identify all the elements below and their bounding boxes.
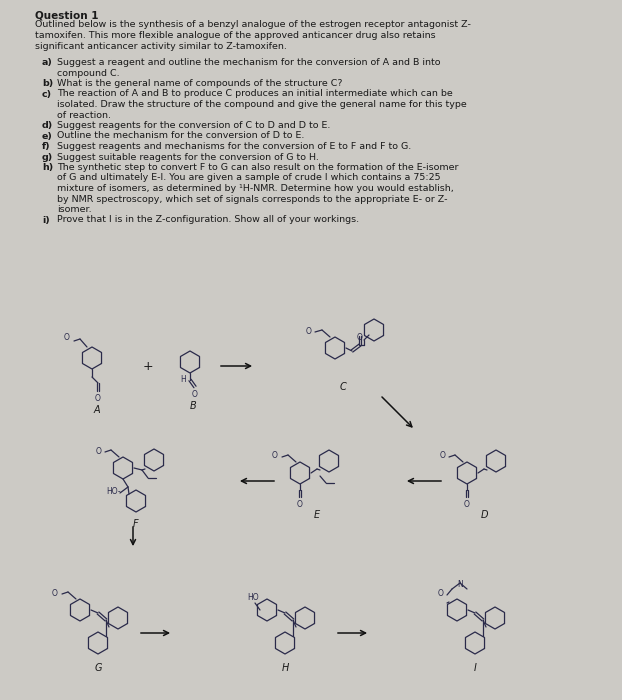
Text: O: O [464, 500, 470, 509]
Text: O: O [357, 333, 363, 342]
Text: H: H [180, 374, 186, 384]
Text: g): g) [42, 153, 53, 162]
Text: i): i) [42, 216, 50, 225]
Text: HO-: HO- [106, 486, 121, 496]
Text: O: O [305, 326, 311, 335]
Text: isomer.: isomer. [57, 205, 91, 214]
Text: Suggest reagents and mechanisms for the conversion of E to F and F to G.: Suggest reagents and mechanisms for the … [57, 142, 411, 151]
Text: O: O [297, 500, 303, 509]
Text: N: N [457, 580, 463, 589]
Text: O: O [95, 447, 101, 456]
Text: H: H [281, 663, 289, 673]
Text: F: F [133, 519, 139, 529]
Text: +: + [142, 360, 153, 372]
Text: compound C.: compound C. [57, 69, 119, 78]
Text: by NMR spectroscopy, which set of signals corresponds to the appropriate E- or Z: by NMR spectroscopy, which set of signal… [57, 195, 447, 204]
Text: O: O [52, 589, 58, 598]
Text: O: O [439, 452, 445, 461]
Text: HO: HO [247, 593, 259, 602]
Text: Prove that I is in the Z-configuration. Show all of your workings.: Prove that I is in the Z-configuration. … [57, 216, 359, 225]
Text: C: C [340, 382, 346, 392]
Text: c): c) [42, 90, 52, 99]
Text: a): a) [42, 58, 53, 67]
Text: Outline the mechanism for the conversion of D to E.: Outline the mechanism for the conversion… [57, 132, 304, 141]
Text: Suggest reagents for the conversion of C to D and D to E.: Suggest reagents for the conversion of C… [57, 121, 330, 130]
Text: Outlined below is the synthesis of a benzyl analogue of the estrogen receptor an: Outlined below is the synthesis of a ben… [35, 20, 471, 29]
Text: O: O [95, 394, 101, 403]
Text: of G and ultimately E-I. You are given a sample of crude I which contains a 75:2: of G and ultimately E-I. You are given a… [57, 174, 440, 183]
Text: Suggest a reagent and outline the mechanism for the conversion of A and B into: Suggest a reagent and outline the mechan… [57, 58, 440, 67]
Text: f): f) [42, 142, 50, 151]
Text: h): h) [42, 163, 53, 172]
Text: G: G [95, 663, 102, 673]
Text: O: O [272, 452, 278, 461]
Text: O: O [64, 332, 70, 342]
Text: e): e) [42, 132, 53, 141]
Text: Suggest suitable reagents for the conversion of G to H.: Suggest suitable reagents for the conver… [57, 153, 319, 162]
Text: O: O [437, 589, 443, 598]
Text: O: O [192, 390, 198, 399]
Text: Question 1: Question 1 [35, 10, 98, 20]
Text: of reaction.: of reaction. [57, 111, 111, 120]
Text: The synthetic step to convert F to G can also result on the formation of the E-i: The synthetic step to convert F to G can… [57, 163, 458, 172]
Text: isolated. Draw the structure of the compound and give the general name for this : isolated. Draw the structure of the comp… [57, 100, 466, 109]
Text: D: D [480, 510, 488, 520]
Text: A: A [94, 405, 100, 415]
Text: tamoxifen. This more flexible analogue of the approved anticancer drug also reta: tamoxifen. This more flexible analogue o… [35, 31, 435, 40]
Text: I: I [473, 663, 476, 673]
Text: E: E [314, 510, 320, 520]
Text: d): d) [42, 121, 53, 130]
Text: mixture of isomers, as determined by ¹H-NMR. Determine how you would establish,: mixture of isomers, as determined by ¹H-… [57, 184, 454, 193]
Text: b): b) [42, 79, 53, 88]
Text: The reaction of A and B to produce C produces an initial intermediate which can : The reaction of A and B to produce C pro… [57, 90, 453, 99]
Text: What is the general name of compounds of the structure C?: What is the general name of compounds of… [57, 79, 343, 88]
Text: B: B [190, 401, 197, 411]
Text: significant anticancer activity similar to Z-tamoxifen.: significant anticancer activity similar … [35, 42, 287, 51]
